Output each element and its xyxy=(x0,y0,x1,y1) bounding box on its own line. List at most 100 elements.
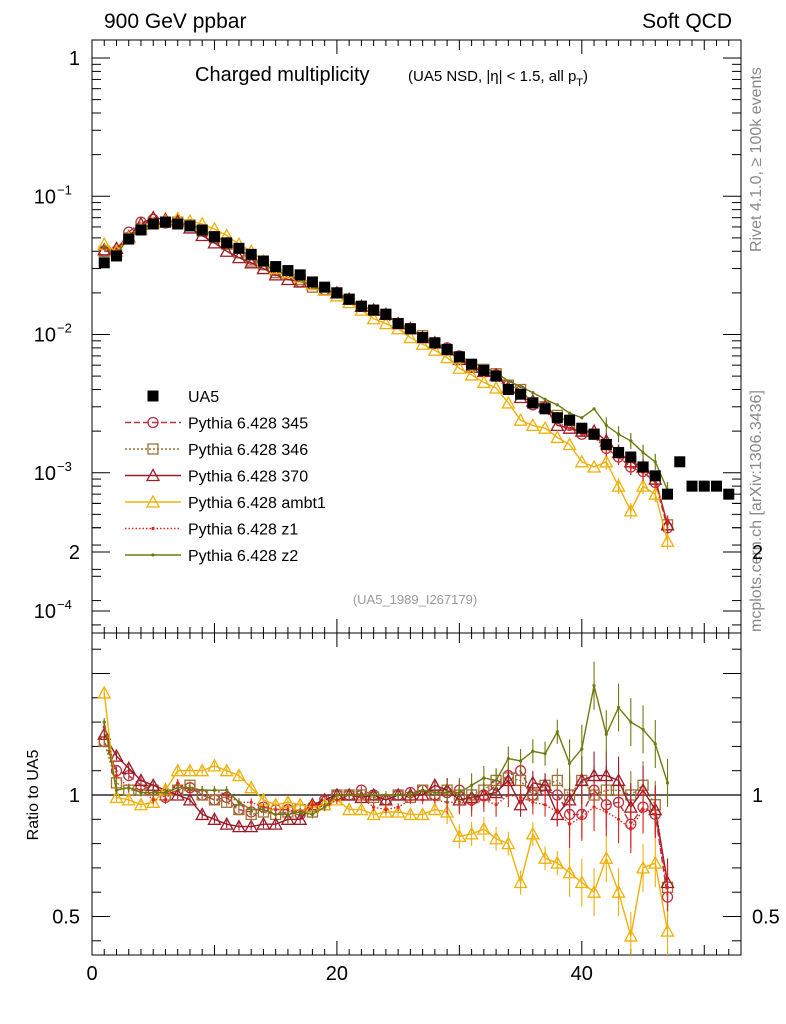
ratio-point-ambt1 xyxy=(97,685,112,699)
ratio-point-z2 xyxy=(188,786,192,790)
ratio-point-z2 xyxy=(114,788,119,792)
ratio-point-ambt1 xyxy=(501,836,516,850)
ratio-point-p370 xyxy=(611,773,626,787)
ratio-point-z1 xyxy=(384,807,388,812)
ratio-point-p370 xyxy=(574,773,589,787)
ratio-point-ambt1 xyxy=(513,875,528,889)
ratio-point-z2 xyxy=(127,786,131,790)
data-point-ua5 xyxy=(110,250,122,262)
ratio-point-p370 xyxy=(244,819,259,833)
ratio-point-ambt1 xyxy=(660,923,675,937)
chart-title-group: Charged multiplicity (UA5 NSD, |η| < 1.5… xyxy=(195,64,588,89)
main-y-tick-exponent: −2 xyxy=(57,321,72,336)
ratio-point-p370 xyxy=(599,768,614,782)
data-point-ambt1 xyxy=(415,336,430,350)
series-p370 xyxy=(97,210,675,533)
main-y-tick-label: 10 xyxy=(34,463,56,485)
series-ua5 xyxy=(98,216,735,500)
ratio-point-p370 xyxy=(97,726,112,740)
ratio-point-ambt1 xyxy=(342,802,357,816)
ratio-point-z1 xyxy=(372,805,376,809)
ratio-point-ambt1 xyxy=(537,850,553,864)
ratio-point-z2 xyxy=(531,749,535,753)
ratio-point-z2 xyxy=(335,793,339,797)
ratio-point-z1 xyxy=(408,798,412,802)
ratio-point-z2 xyxy=(518,759,523,763)
ratio-point-z1 xyxy=(470,803,474,807)
data-point-ua5 xyxy=(723,488,735,500)
ratio-point-z2 xyxy=(616,705,621,710)
ratio-point-p346 xyxy=(514,774,527,787)
ratio-point-ambt1 xyxy=(170,763,185,777)
ratio-point-z1 xyxy=(494,803,498,807)
ratio-plot-frame xyxy=(91,632,742,956)
chart-subtitle-main: (UA5 NSD, |η| < 1.5, all p xyxy=(408,68,576,85)
ratio-point-ambt1 xyxy=(623,928,638,942)
ratio-y-axis-label: Ratio to UA5 xyxy=(25,750,42,841)
data-point-z2 xyxy=(531,390,535,395)
data-point-z2 xyxy=(580,416,584,420)
data-point-ua5 xyxy=(343,293,355,305)
ratio-point-z2 xyxy=(286,812,290,817)
data-point-ambt1 xyxy=(525,418,540,432)
data-point-ua5 xyxy=(417,332,429,344)
ratio-point-ambt1 xyxy=(586,884,602,898)
data-point-ua5 xyxy=(380,308,392,320)
data-point-ua5 xyxy=(453,351,465,363)
data-point-ua5 xyxy=(698,480,710,492)
legend-marker-p345 xyxy=(147,416,159,429)
data-point-ua5 xyxy=(429,337,441,349)
ratio-point-z2 xyxy=(274,812,278,817)
ratio-point-z2 xyxy=(629,720,633,724)
data-point-ua5 xyxy=(711,480,723,492)
ratio-point-z2 xyxy=(408,793,412,797)
ratio-point-z2 xyxy=(445,790,449,795)
ratio-point-z2 xyxy=(212,788,217,792)
data-point-ua5 xyxy=(282,265,294,277)
legend-marker-ua5 xyxy=(147,390,159,402)
data-point-ua5 xyxy=(368,304,380,316)
data-point-ambt1 xyxy=(366,311,381,325)
main-y-tick-exponent: −4 xyxy=(57,597,72,612)
energy-label: 900 GeV ppbar xyxy=(104,10,246,33)
data-point-ambt1 xyxy=(550,430,565,444)
data-point-ambt1 xyxy=(586,459,602,473)
data-point-ua5 xyxy=(196,224,208,236)
data-point-ua5 xyxy=(257,255,269,267)
ratio-point-z1 xyxy=(616,817,621,821)
ratio-point-ambt1 xyxy=(219,763,234,777)
data-point-ua5 xyxy=(551,412,563,424)
data-point-z2 xyxy=(653,460,657,464)
data-point-ua5 xyxy=(270,261,282,273)
ratio-series-z1 xyxy=(102,722,670,912)
data-point-z2 xyxy=(567,411,572,415)
data-point-ua5 xyxy=(662,488,674,500)
ratio-point-ambt1 xyxy=(488,831,504,845)
data-point-ua5 xyxy=(588,428,600,440)
data-point-ambt1 xyxy=(464,367,479,381)
data-point-ambt1 xyxy=(537,420,553,434)
ratio-y-tick-label: 0.5 xyxy=(52,907,80,929)
ratio-line-z1 xyxy=(103,726,669,888)
data-point-ua5 xyxy=(221,237,233,249)
legend-label-p345: Pythia 6.428 345 xyxy=(188,416,308,433)
data-point-ua5 xyxy=(233,242,245,254)
data-point-ua5 xyxy=(331,287,343,299)
data-point-z2 xyxy=(506,379,510,383)
ratio-point-ambt1 xyxy=(146,794,161,808)
data-point-ambt1 xyxy=(623,503,638,517)
ratio-y-tick-label-right: 2 xyxy=(752,542,763,564)
ratio-point-p370 xyxy=(256,816,271,830)
ratio-point-ambt1 xyxy=(415,807,430,821)
data-point-p370 xyxy=(219,243,234,257)
data-point-z2 xyxy=(518,384,523,389)
ratio-point-z2 xyxy=(163,790,168,795)
main-y-tick-exponent: −1 xyxy=(57,182,72,197)
main-y-tick-label: 10 xyxy=(34,186,56,208)
main-y-tick-label: 10 xyxy=(34,325,56,347)
data-point-z2 xyxy=(102,245,106,249)
ratio-plot: 0 20 40 0.5 0.5 1 1 2 2 xyxy=(52,502,780,985)
ratio-point-z2 xyxy=(151,790,155,795)
